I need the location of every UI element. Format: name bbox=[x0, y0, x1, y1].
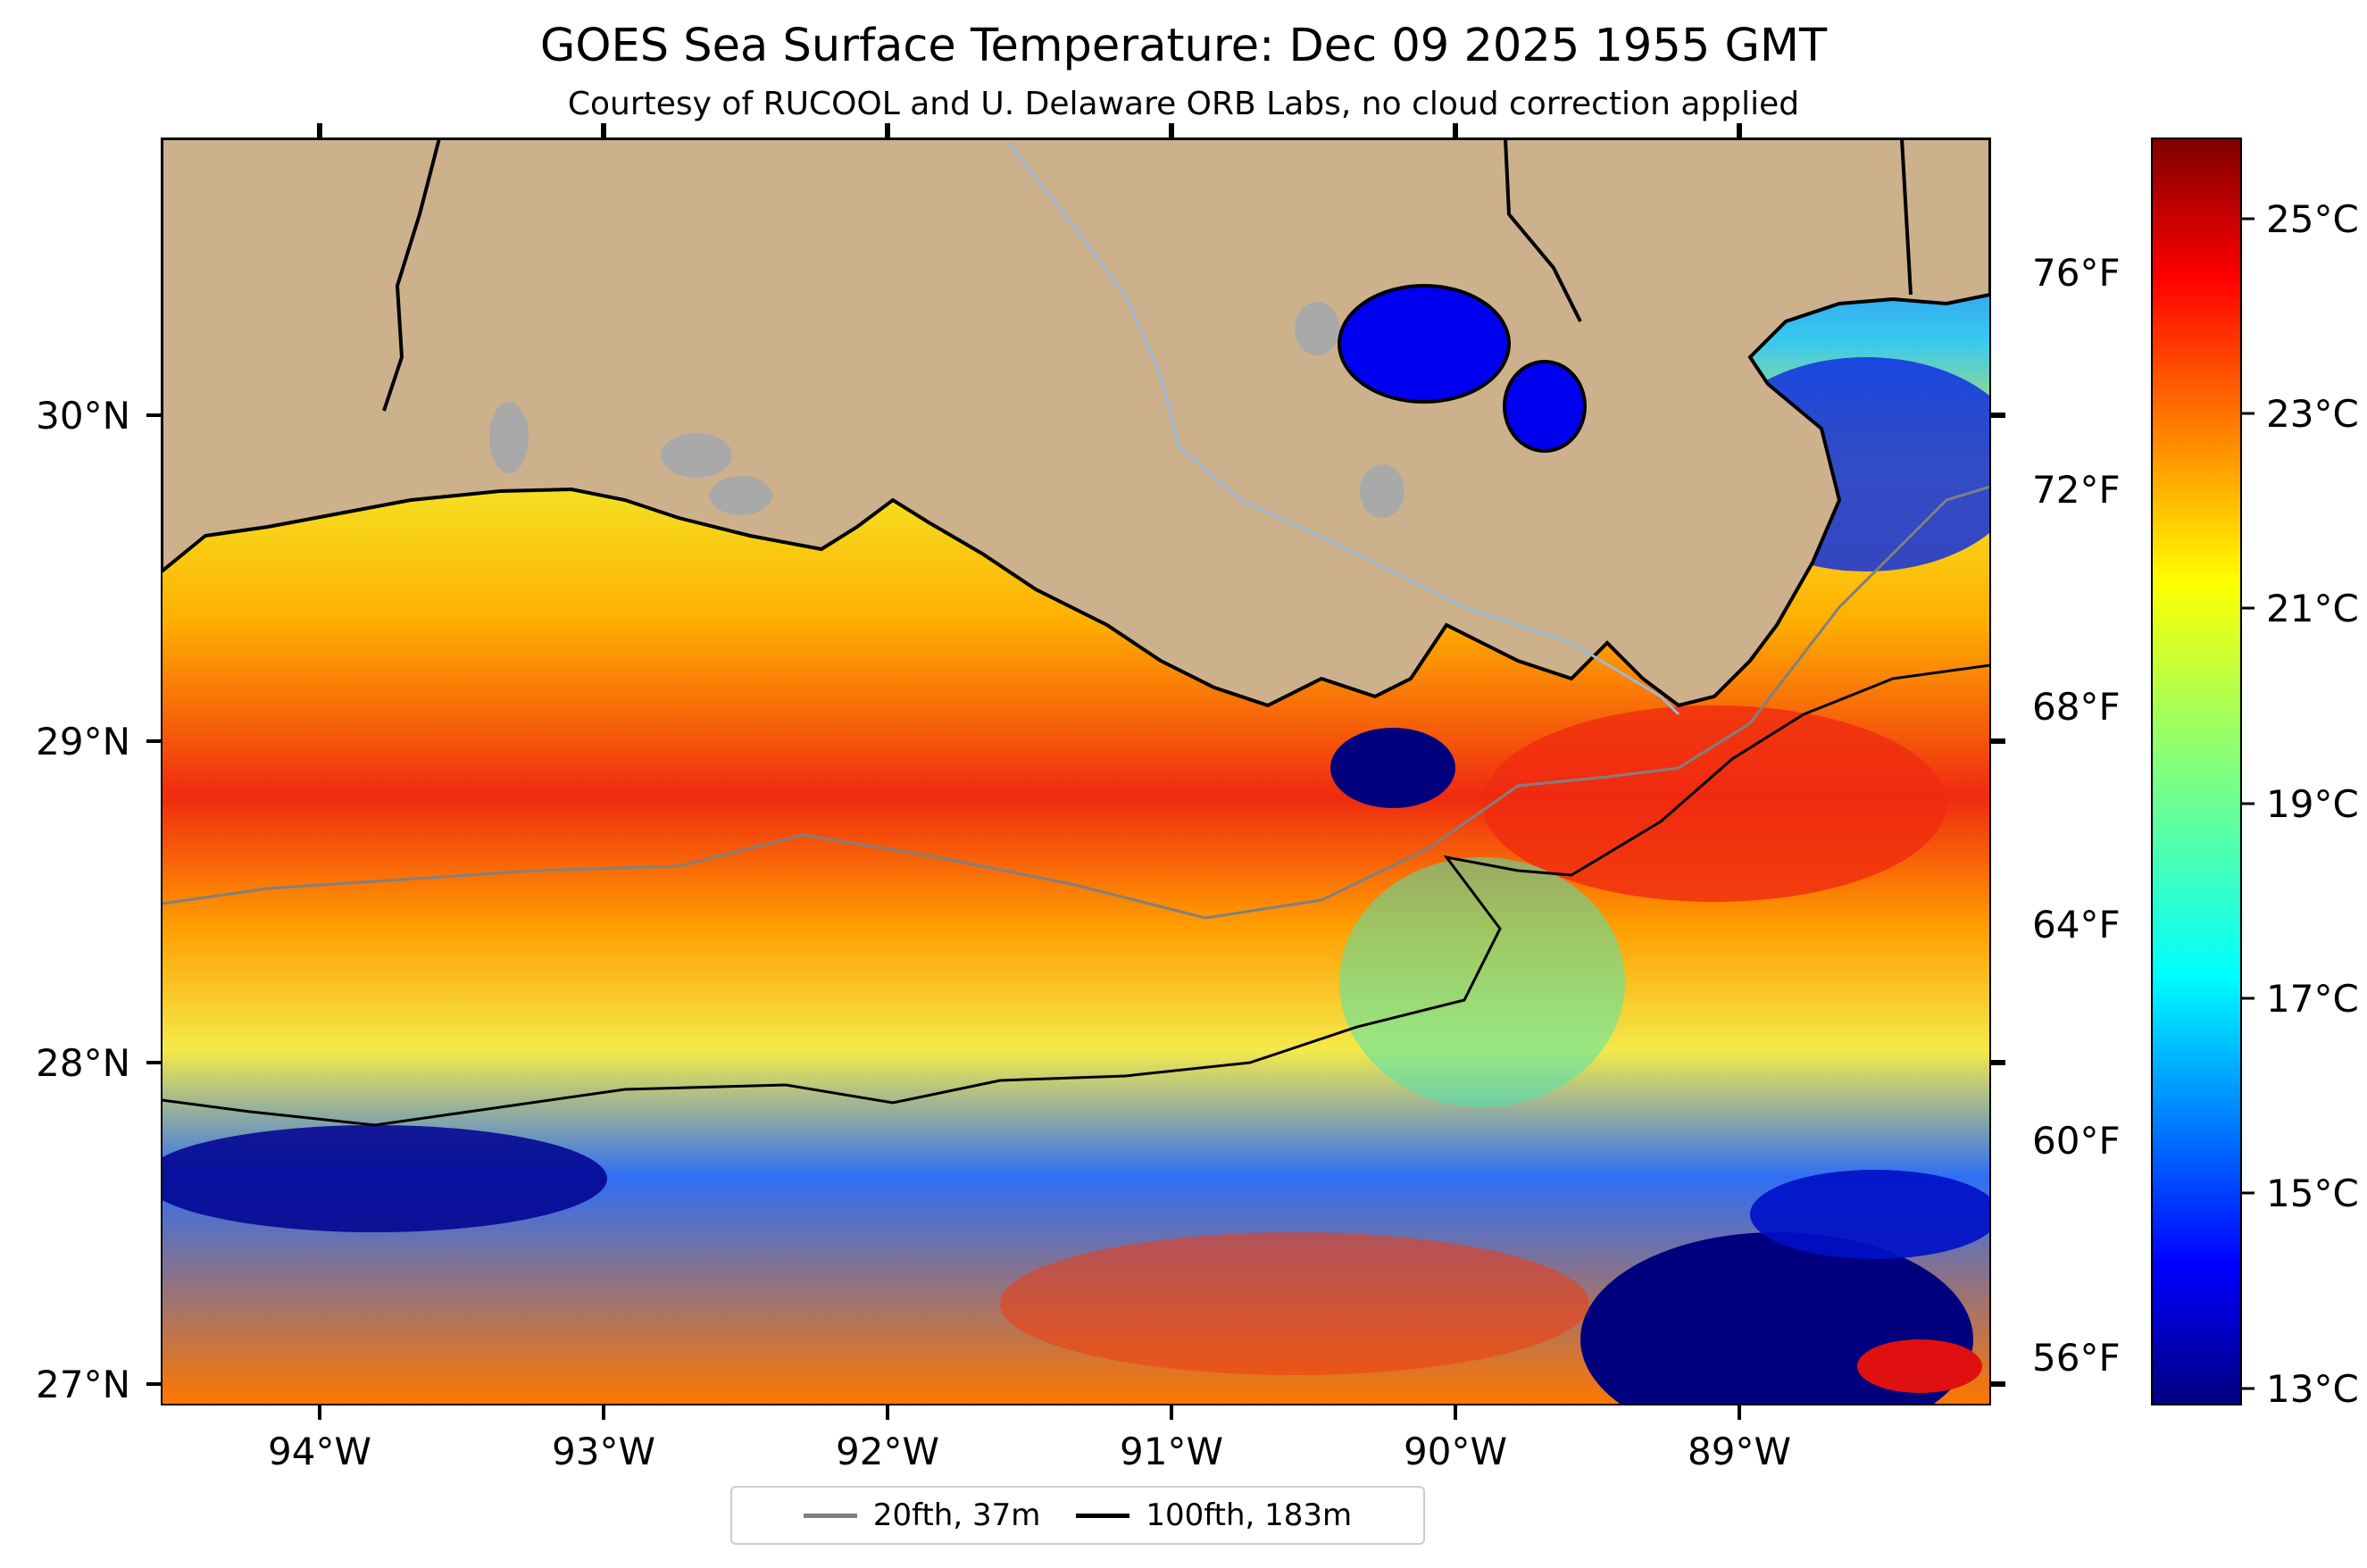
fahrenheit-label: 64°F bbox=[2032, 903, 2121, 947]
isobath-20fth bbox=[162, 485, 1990, 920]
lat-label: 28°N bbox=[36, 1041, 130, 1085]
state-border bbox=[382, 138, 441, 412]
cold-patch bbox=[1330, 728, 1455, 808]
lon-label: 92°W bbox=[836, 1430, 939, 1473]
fahrenheit-label: 56°F bbox=[2032, 1336, 2121, 1380]
lon-label: 90°W bbox=[1404, 1430, 1507, 1473]
lat-label: 30°N bbox=[36, 394, 130, 438]
latitude-axis: 30°N 29°N 28°N 27°N bbox=[36, 394, 2005, 1406]
river bbox=[1007, 142, 1680, 716]
warm-patch bbox=[1857, 1339, 1982, 1393]
legend-line-black bbox=[1076, 1513, 1130, 1518]
lon-label: 89°W bbox=[1688, 1430, 1791, 1473]
legend-item-100fth: 100fth, 183m bbox=[1076, 1497, 1352, 1533]
inland-lake bbox=[661, 433, 732, 478]
warm-patch bbox=[1000, 1232, 1589, 1375]
lat-label: 29°N bbox=[36, 720, 130, 763]
lake bbox=[1338, 284, 1511, 404]
colorbar-label: 23°C bbox=[2266, 392, 2359, 436]
colorbar-label: 17°C bbox=[2266, 977, 2359, 1021]
sst-map bbox=[162, 138, 1990, 1405]
warm-patch bbox=[1482, 705, 1946, 902]
cold-patch bbox=[1750, 1170, 1990, 1259]
inland-lake bbox=[489, 402, 529, 473]
legend-label: 20fth, 37m bbox=[872, 1497, 1041, 1533]
isobath-100fth bbox=[162, 663, 1990, 1127]
fahrenheit-label: 60°F bbox=[2032, 1119, 2121, 1163]
state-border bbox=[1504, 138, 1582, 322]
colorbar-gradient bbox=[2151, 138, 2242, 1405]
cold-patch bbox=[162, 1125, 607, 1232]
colorbar: 25°C 23°C 21°C 19°C 17°C 15°C 13°C bbox=[2151, 138, 2359, 1411]
legend-label: 100fth, 183m bbox=[1146, 1497, 1353, 1533]
land-coastline bbox=[162, 138, 1990, 708]
map-frame bbox=[161, 138, 1991, 1405]
colorbar-label: 15°C bbox=[2266, 1172, 2359, 1215]
legend-item-20fth: 20fth, 37m bbox=[803, 1497, 1041, 1533]
lake bbox=[1503, 360, 1587, 453]
chart-subtitle: Courtesy of RUCOOL and U. Delaware ORB L… bbox=[567, 86, 1800, 122]
fahrenheit-scale: 76°F 72°F 68°F 64°F 60°F 56°F bbox=[2032, 251, 2121, 1380]
colorbar-label: 19°C bbox=[2266, 782, 2359, 826]
legend-line-grey bbox=[803, 1513, 857, 1518]
inland-lake bbox=[710, 476, 772, 515]
colorbar-label: 13°C bbox=[2266, 1367, 2359, 1411]
cold-patch bbox=[1580, 1232, 1973, 1405]
colorbar-label: 21°C bbox=[2266, 587, 2359, 630]
map-legend: 20fth, 37m 100fth, 183m bbox=[730, 1486, 1425, 1545]
chart-title: GOES Sea Surface Temperature: Dec 09 202… bbox=[539, 20, 1828, 72]
inland-lake bbox=[1360, 464, 1404, 518]
lat-label: 27°N bbox=[36, 1363, 130, 1406]
lon-label: 91°W bbox=[1120, 1430, 1223, 1473]
fahrenheit-label: 72°F bbox=[2032, 468, 2121, 512]
lon-label: 93°W bbox=[552, 1430, 655, 1473]
fahrenheit-label: 68°F bbox=[2032, 685, 2121, 729]
lon-label: 94°W bbox=[268, 1430, 371, 1473]
longitude-axis: 94°W 93°W 92°W 91°W 90°W 89°W bbox=[268, 123, 1791, 1473]
cool-patch bbox=[1339, 857, 1625, 1107]
inland-lake bbox=[1295, 302, 1339, 355]
state-border bbox=[1900, 138, 1913, 296]
colorbar-label: 25°C bbox=[2266, 197, 2359, 241]
fahrenheit-label: 76°F bbox=[2032, 251, 2121, 295]
